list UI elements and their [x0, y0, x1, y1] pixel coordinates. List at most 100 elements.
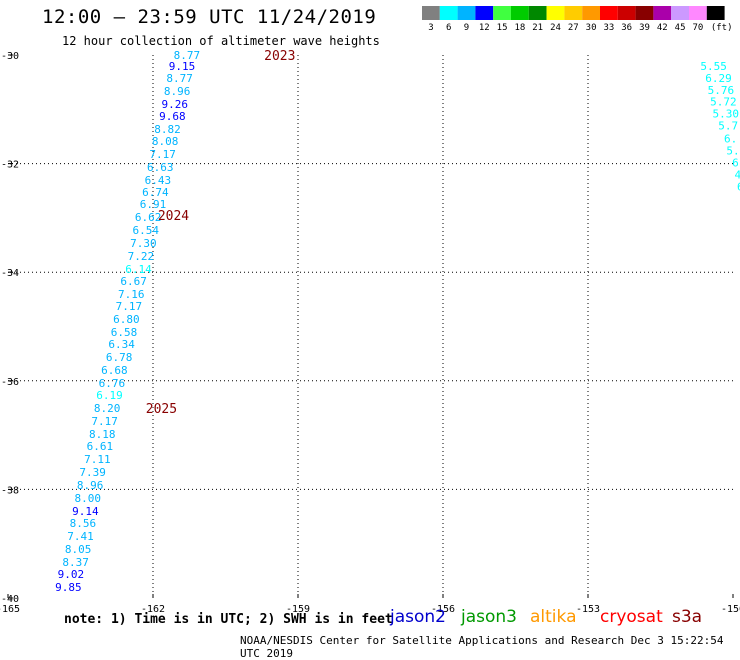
color-swatch — [653, 6, 672, 20]
swh-value-point: 6 — [732, 157, 739, 170]
color-swatch — [528, 6, 547, 20]
swh-value-point: 6.34 — [108, 338, 135, 351]
swh-value-point: 6.80 — [113, 313, 140, 326]
x-tick-label: -162 — [141, 604, 165, 615]
swh-value-point: 7.30 — [130, 237, 157, 250]
color-scale-label: 21 — [532, 23, 543, 33]
swh-value-point: 7.41 — [67, 530, 94, 543]
swh-value-point: 6.76 — [99, 377, 126, 390]
time-label: 2025 — [146, 402, 177, 417]
swh-value-point: 6. — [724, 133, 737, 146]
swh-value-point: 8.96 — [164, 85, 191, 98]
credit-line: NOAA/NESDIS Center for Satellite Applica… — [240, 634, 724, 660]
swh-value-point: 6.43 — [145, 174, 172, 187]
color-swatch — [546, 6, 565, 20]
color-scale-label: 70 — [692, 23, 703, 33]
color-swatch — [689, 6, 707, 20]
color-scale-label: 18 — [514, 23, 525, 33]
swh-value-point: 6.29 — [705, 72, 732, 85]
color-scale-label: 36 — [621, 23, 632, 33]
swh-value-point: 6 — [737, 180, 740, 193]
chart-title: 12:00 — 23:59 UTC 11/24/2019 — [42, 6, 377, 28]
swh-value-point: 9.26 — [162, 98, 189, 111]
swh-value-point: 9.02 — [58, 568, 85, 581]
x-tick-label: -150 — [721, 604, 740, 615]
color-swatch — [600, 6, 618, 20]
swh-value-point: 6.54 — [133, 224, 160, 237]
satellite-legend-item: cryosat — [600, 607, 663, 627]
swh-value-point: 8.77 — [166, 72, 193, 85]
y-tick-label: -36 — [1, 377, 19, 388]
swh-value-point: 8.77 — [174, 49, 201, 62]
color-scale-label: 30 — [586, 23, 597, 33]
swh-value-point: 5. — [726, 145, 739, 158]
color-scale-label: 24 — [550, 23, 561, 33]
satellite-legend-item: jason3 — [461, 607, 517, 627]
swh-value-point: 7.17 — [91, 415, 118, 428]
color-scale-label: 9 — [464, 23, 469, 33]
swh-value-point: 7.17 — [116, 300, 143, 313]
swh-value-point: 7.16 — [118, 288, 145, 301]
swh-value-point: 7.11 — [84, 453, 111, 466]
color-swatch — [422, 6, 440, 20]
swh-value-point: 7.39 — [79, 466, 106, 479]
satellite-legend-item: jason2 — [390, 607, 446, 627]
y-tick-label: -32 — [1, 160, 19, 171]
satellite-legend-item: s3a — [672, 607, 703, 627]
swh-value-point: 8.56 — [70, 517, 97, 530]
color-scale-label: 15 — [497, 23, 508, 33]
color-swatch — [671, 6, 689, 20]
swh-value-point: 5.7 — [718, 120, 738, 133]
x-axis-ticks: -165 -162 -159 -156 -153 -150 — [0, 594, 740, 615]
swh-value-point: 6.63 — [147, 161, 174, 174]
swh-value-point: 6.62 — [135, 211, 162, 224]
color-scale-label: 39 — [639, 23, 650, 33]
color-scale-label: 45 — [675, 23, 686, 33]
color-swatch — [617, 6, 636, 20]
chart-subtitle: 12 hour collection of altimeter wave hei… — [62, 34, 380, 48]
time-label: 2023 — [264, 49, 295, 64]
swh-value-point: 7.22 — [128, 250, 155, 263]
swh-value-point: 6.91 — [140, 198, 167, 211]
swh-value-point: 6.78 — [106, 351, 133, 364]
color-scale-label: 12 — [479, 23, 490, 33]
swh-value-point: 6.61 — [87, 440, 114, 453]
color-swatch — [582, 6, 600, 20]
color-swatch — [706, 6, 725, 20]
swh-value-point: 6.74 — [142, 186, 169, 199]
color-scale-label: 3 — [428, 23, 433, 33]
swh-value-point: 9.68 — [159, 110, 186, 123]
color-scale-label: 42 — [657, 23, 668, 33]
swh-value-point: 5.72 — [710, 96, 737, 109]
color-swatch — [564, 6, 583, 20]
y-tick-label: -30 — [1, 51, 19, 62]
x-tick-label: -165 — [0, 604, 20, 615]
satellite-legend-item: altika — [530, 607, 577, 627]
color-swatch — [493, 6, 511, 20]
swh-value-point: 8.18 — [89, 428, 116, 441]
color-scale-label: (ft) — [711, 23, 733, 33]
swh-value-point: 8.82 — [154, 123, 181, 136]
y-tick-label: -34 — [1, 268, 19, 279]
x-tick-label: -153 — [576, 604, 600, 615]
time-label: 2024 — [158, 209, 189, 224]
swh-value-point: 8.96 — [77, 479, 104, 492]
color-swatch — [457, 6, 476, 20]
color-scale-label: 27 — [568, 23, 579, 33]
time-labels: 2023 2024 2025 — [146, 49, 296, 417]
color-scale-bar: 3 6 9 12 15 18 21 24 27 30 33 36 39 42 45 70 (ft) — [422, 6, 733, 33]
swh-value-point: 7.17 — [149, 148, 176, 161]
swh-value-point: 8.08 — [152, 135, 179, 148]
swh-value-point: 9.15 — [169, 60, 196, 73]
color-scale-label: 33 — [603, 23, 614, 33]
x-tick-label: -159 — [286, 604, 310, 615]
swh-value-point: 9.85 — [55, 581, 82, 594]
y-axis-ticks: -30 -32 -34 -36 -38 -40 — [1, 51, 19, 605]
color-swatch — [511, 6, 529, 20]
swh-value-point: 6.19 — [96, 389, 123, 402]
swh-value-point: 9.14 — [72, 505, 99, 518]
swh-value-point: 6.58 — [111, 326, 138, 339]
swh-value-point: 6.68 — [101, 364, 128, 377]
swh-value-point: 5.76 — [708, 84, 735, 97]
